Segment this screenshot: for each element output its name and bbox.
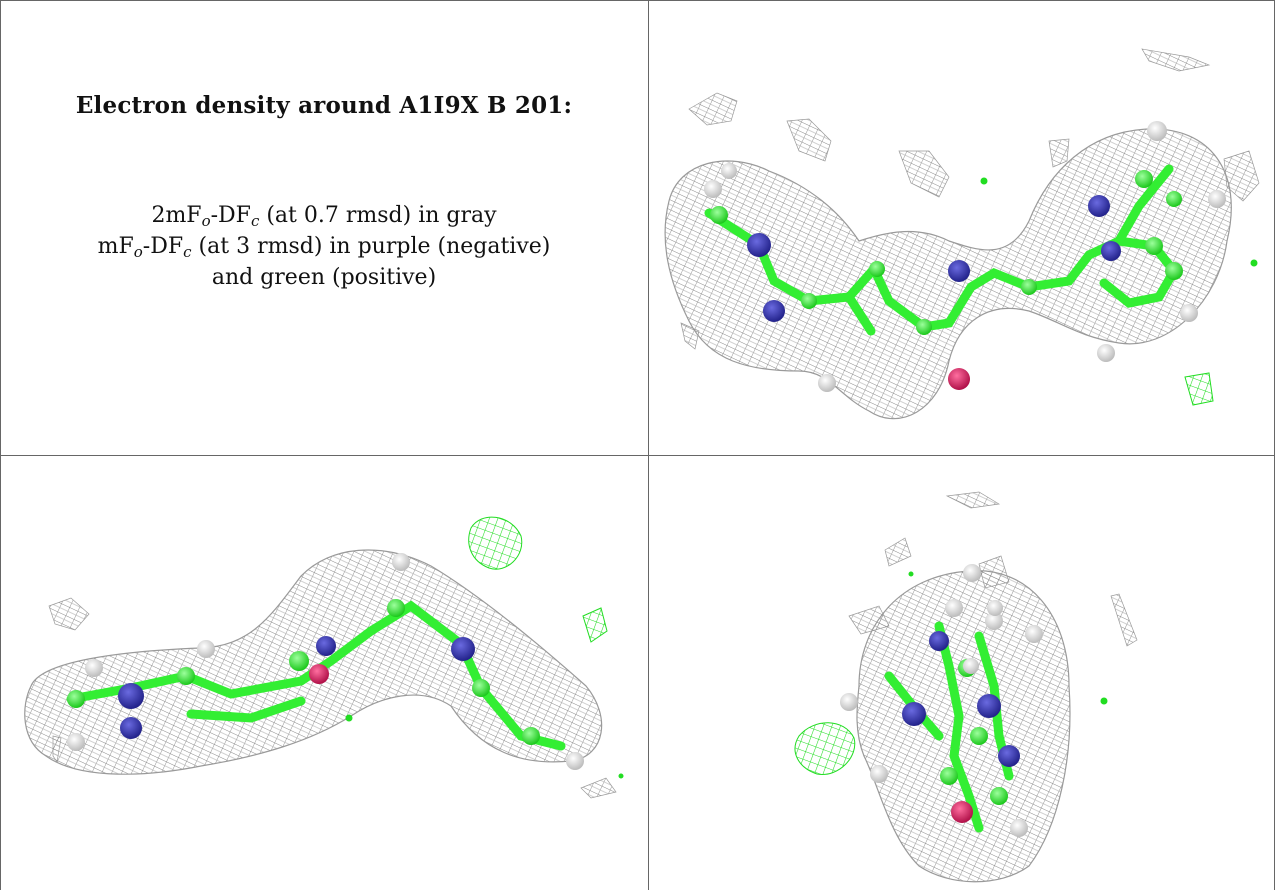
ligand-bonds [66, 600, 566, 751]
density-view-bottom-right [649, 456, 1274, 890]
density-view-bottom-left [1, 456, 648, 890]
hydrogen-atoms [704, 121, 1226, 392]
positive-density-blobs [794, 571, 1108, 775]
mesh-fragments [680, 48, 1260, 350]
grid-center-divider [648, 0, 649, 890]
nitrogen-atoms [118, 636, 475, 739]
carbon-atoms [67, 599, 540, 745]
caption-body: 2mFo-DFc (at 0.7 rmsd) in gray mFo-DFc (… [0, 200, 648, 293]
positive-density-blobs [980, 177, 1258, 406]
oxygen-atom [309, 664, 329, 684]
density-render-top-right [664, 48, 1260, 420]
grid-middle-divider [0, 455, 1275, 456]
hydrogen-atoms [840, 564, 1043, 837]
nitrogen-atoms [747, 195, 1121, 322]
nitrogen-atoms [902, 631, 1020, 767]
density-view-top-right [649, 1, 1274, 455]
caption-line-fo-fc: mFo-DFc (at 3 rmsd) in purple (negative) [97, 234, 551, 261]
electron-density-mesh [856, 570, 1071, 883]
grid-top-border [0, 0, 1275, 1]
grid-left-border [0, 0, 1, 890]
carbon-atoms [710, 170, 1183, 335]
caption-title: Electron density around A1I9X B 201: [75, 92, 573, 119]
caption-line-2fo-fc: 2mFo-DFc (at 0.7 rmsd) in gray [151, 203, 497, 230]
oxygen-atom [951, 801, 973, 823]
density-render-bottom-left [24, 516, 624, 799]
oxygen-atom [948, 368, 970, 390]
caption-line-positive: and green (positive) [211, 265, 437, 290]
caption-cell: Electron density around A1I9X B 201: 2mF… [0, 0, 648, 455]
positive-density-blobs [345, 516, 624, 779]
electron-density-mesh [24, 549, 603, 775]
density-render-bottom-right [794, 491, 1138, 883]
hydrogen-atoms [67, 553, 584, 770]
